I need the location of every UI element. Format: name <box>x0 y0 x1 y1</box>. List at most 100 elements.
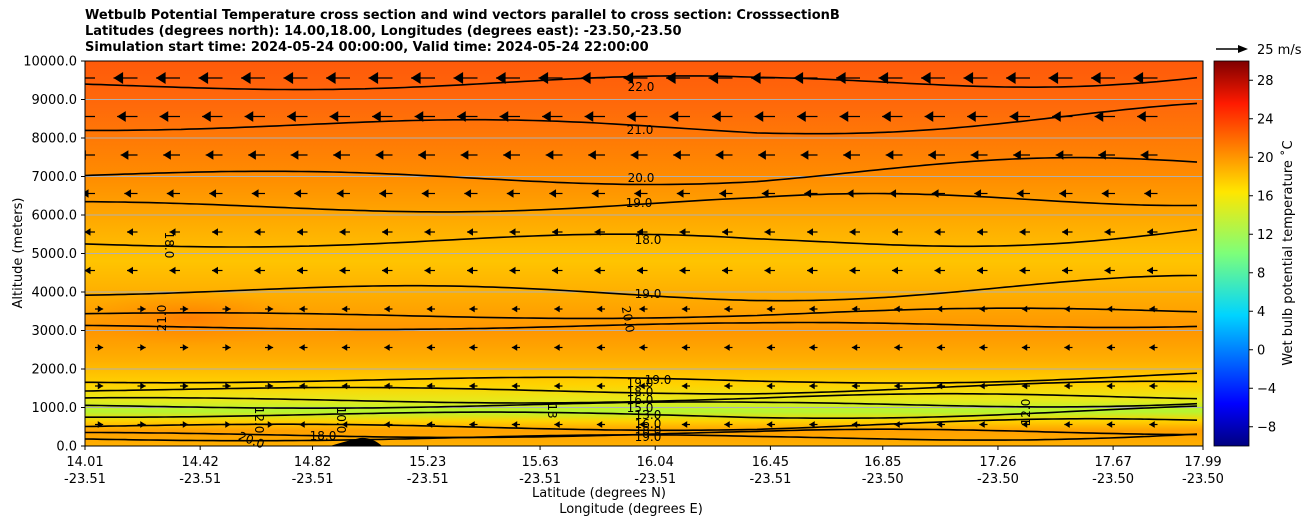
y-tick-label: 5000.0 <box>32 247 78 262</box>
wind-vector-head <box>496 72 506 84</box>
wind-vector-head <box>209 189 217 198</box>
vector-key: 25 m/s <box>1216 43 1302 58</box>
contour-label: 12.0 <box>1019 399 1033 426</box>
wind-vector-head <box>809 382 815 390</box>
wind-vector-head <box>977 266 983 275</box>
wind-vector-head <box>1052 111 1061 122</box>
wind-vector-head <box>754 111 764 122</box>
contour-line <box>85 401 1198 409</box>
wind-vector-head <box>202 111 211 122</box>
y-tick-label: 2000.0 <box>32 363 78 378</box>
wind-vector-head <box>457 111 466 122</box>
wind-vector-head <box>469 344 475 351</box>
x-tick-label-lat: 15.63 <box>521 455 558 470</box>
wind-vector-head <box>254 266 261 275</box>
wind-vector-head <box>851 421 858 428</box>
wind-vector-head <box>333 150 341 160</box>
wind-vector-head <box>182 382 189 390</box>
wind-vector-head <box>936 382 943 390</box>
wind-vector-head <box>554 305 560 313</box>
wind-vector-head <box>719 189 727 198</box>
wind-vector-head <box>163 150 171 160</box>
wind-vector-head <box>979 382 985 390</box>
wind-vector-head <box>1140 150 1149 160</box>
wind-vector-head <box>979 305 985 313</box>
contour-label: 22.0 <box>628 80 655 94</box>
wind-vector-head <box>511 344 518 351</box>
x-tick-label-lat: 16.45 <box>752 455 789 470</box>
wind-vector-head <box>464 189 472 198</box>
wind-vector-head <box>509 266 516 275</box>
contour-label: 21.0 <box>155 305 169 332</box>
wind-vector-head <box>1016 189 1024 198</box>
y-axis-label: Altitude (meters) <box>11 198 26 309</box>
wind-vector-head <box>894 382 900 390</box>
wind-vector-head <box>724 344 730 351</box>
contour-label: 19.0 <box>635 430 662 444</box>
contour-label: 16.0 <box>635 417 662 431</box>
colorbar-tick-label: 12 <box>1257 228 1274 243</box>
wind-vector-head <box>1064 382 1070 390</box>
wind-vector-head <box>1048 72 1059 84</box>
wind-vector-head <box>637 228 643 236</box>
wind-vector-head <box>85 189 89 198</box>
wind-vector-head <box>681 344 688 351</box>
wind-vector-head <box>977 228 983 236</box>
x-tick-label-lon: -23.51 <box>292 472 334 487</box>
contour-line <box>85 274 1197 302</box>
wind-vector-head <box>97 421 104 428</box>
wind-vector-head <box>283 72 294 84</box>
wind-vector-head <box>379 189 387 198</box>
wind-vector-head <box>1147 266 1153 275</box>
wind-vector-head <box>596 344 603 351</box>
warm-patch <box>85 290 300 346</box>
wind-vector-head <box>339 228 346 236</box>
wind-vector-head <box>225 421 231 428</box>
wind-vector-head <box>807 266 813 275</box>
wind-vector-head <box>639 344 645 351</box>
x-tick-label-lon: -23.50 <box>1092 472 1134 487</box>
wind-vector-head <box>1009 111 1019 122</box>
x-tick-label-lon: -23.51 <box>179 472 221 487</box>
wind-vector-head <box>97 344 104 351</box>
wind-vector-head <box>934 266 941 275</box>
contour-label: 18.0 <box>635 233 662 247</box>
contour-line <box>85 102 1198 135</box>
wind-vector-head <box>1064 421 1070 428</box>
wind-vector-head <box>1147 228 1153 236</box>
wind-vector-head <box>169 266 176 275</box>
wind-vector-head <box>241 72 251 84</box>
wind-vector-head <box>894 344 900 351</box>
wind-vector-head <box>71 72 81 84</box>
wind-vector-head <box>453 72 464 84</box>
y-tick-label: 1000.0 <box>32 401 78 416</box>
wind-vector-head <box>1059 189 1067 198</box>
wind-vector-head <box>85 228 91 236</box>
contour-label: 20.0 <box>619 305 637 334</box>
wind-vector-head <box>630 150 639 160</box>
y-tick-label: 4000.0 <box>32 286 78 301</box>
wind-vector-head <box>809 305 815 313</box>
wind-vector-head <box>676 189 684 198</box>
wind-vector-head <box>1062 266 1068 275</box>
wind-vector-head <box>1149 421 1155 428</box>
wind-vector-head <box>761 189 769 198</box>
y-tick-label: 8000.0 <box>32 132 78 147</box>
wind-vector-head <box>545 150 554 160</box>
contour-line <box>85 392 1198 404</box>
x-axis-label: Latitude (degrees N) <box>532 486 666 501</box>
wind-vector-head <box>934 228 941 236</box>
wind-vector-head <box>681 305 688 313</box>
wind-vector-head <box>159 111 169 122</box>
wind-vector-head <box>851 305 858 313</box>
wind-vector-head <box>584 111 594 122</box>
wind-vector-head <box>424 228 431 236</box>
wind-vector-head <box>800 150 809 160</box>
wind-vector-head <box>936 344 943 351</box>
wind-vector-head <box>384 382 390 390</box>
wind-vector-head <box>460 150 469 160</box>
wind-vector-head <box>797 111 806 122</box>
wind-vector-head <box>639 382 645 390</box>
wind-vector-head <box>666 72 676 84</box>
wind-vector-head <box>712 111 721 122</box>
